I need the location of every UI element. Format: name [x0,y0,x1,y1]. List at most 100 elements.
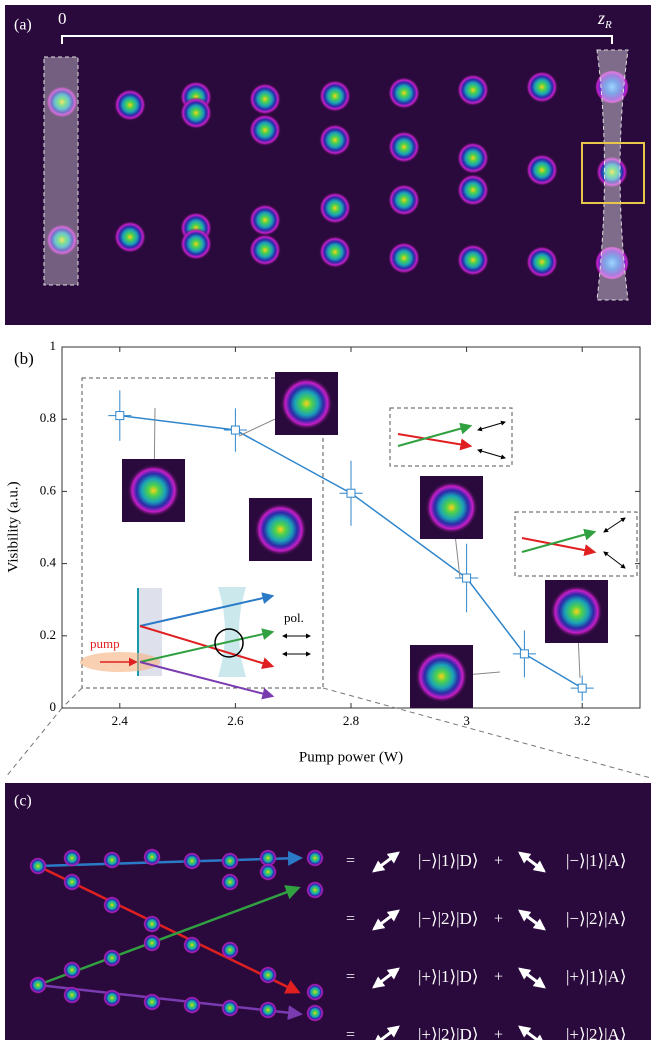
y-tick-label: 0 [50,699,57,714]
equals-sign: = [346,911,355,928]
spot [143,993,161,1011]
plus-sign: + [494,911,503,928]
spot [319,192,351,224]
spot [388,131,420,163]
inset-label: pol. [284,610,304,625]
state-term: |+⟩|1⟩|A⟩ [566,967,626,986]
state-term: |−⟩|1⟩|A⟩ [566,851,626,870]
spot [46,86,78,118]
y-tick-label: 0.6 [40,482,57,497]
end-label: zR [597,8,612,30]
state-term: |−⟩|1⟩|D⟩ [418,851,478,870]
panel-c: (c) = |−⟩|1⟩|D⟩ + |−⟩|1⟩|A⟩ = |−⟩|2⟩|D⟩ + |−⟩|2… [5,783,651,1040]
x-tick-label: 3 [463,713,470,728]
panel-a: (a) 0 zR [5,5,651,325]
spot [221,852,239,870]
spot [183,936,201,954]
profile-spot [550,585,603,638]
spot [319,80,351,112]
profile-spot [425,481,478,534]
panel-label: (c) [14,793,32,810]
spot [595,246,629,280]
x-tick-label: 2.6 [227,713,244,728]
end-subscript: R [604,19,612,31]
spot [249,234,281,266]
spot [249,83,281,115]
crystal [43,56,79,286]
beam-spots [46,70,629,280]
plus-sign: + [494,969,503,986]
polarization-a [518,1025,546,1040]
spot [526,154,558,186]
profile-spot [254,503,307,556]
spot [249,114,281,146]
data-point [115,411,125,421]
polarization-d [372,1025,400,1040]
spot [457,244,489,276]
state-term: |+⟩|2⟩|D⟩ [418,1025,478,1040]
x-tick-label: 2.8 [343,713,359,728]
spot [388,77,420,109]
lens [596,49,629,301]
spot [306,849,324,867]
y-tick-label: 1 [50,338,57,353]
spot [259,1001,277,1019]
spot [388,184,420,216]
panel-label: (b) [14,349,34,368]
plus-sign: + [494,853,503,870]
spot [63,849,81,867]
geometry-insets [389,407,638,577]
polarization-d [372,909,400,931]
spot [143,915,161,933]
polarization-a [518,967,546,989]
spot [457,142,489,174]
data-point [462,573,472,583]
distance-bracket [61,35,613,44]
spot [259,966,277,984]
spot [29,976,47,994]
spot [180,97,212,129]
spot [143,934,161,952]
spot [63,961,81,979]
data-point [230,425,240,435]
spot [183,996,201,1014]
spot [103,949,121,967]
y-axis-label: Visibility (a.u.) [5,481,21,572]
profile-spot [415,650,468,703]
polarization-d [372,967,400,989]
polarization-a [518,851,546,873]
polarization-d [372,851,400,873]
spot [221,873,239,891]
spot [526,71,558,103]
profile-spot [280,377,333,430]
data-point [577,683,587,693]
spot [221,999,239,1017]
spot [183,852,201,870]
inset-label: pump [90,636,120,651]
spot [319,124,351,156]
zoom-lines [4,687,652,779]
spot [143,848,161,866]
spot [114,221,146,253]
y-tick-label: 0.4 [40,555,57,570]
spot [46,224,78,256]
panel-label: (a) [14,17,32,34]
highlight-box [581,142,645,204]
spot [29,857,47,875]
plus-sign: + [494,1027,503,1040]
data-point [346,488,356,498]
x-axis-label: Pump power (W) [299,749,403,765]
spot [63,986,81,1004]
spot [457,74,489,106]
panel-b: (b) Pump power (W) Visibility (a.u.) pum… [4,338,652,779]
spot [526,246,558,278]
end-symbol: z [597,8,605,28]
spot [103,989,121,1007]
spot [114,89,146,121]
spot [306,1004,324,1022]
spot [180,228,212,260]
spot [103,851,121,869]
spot [595,70,629,104]
spot [103,896,121,914]
